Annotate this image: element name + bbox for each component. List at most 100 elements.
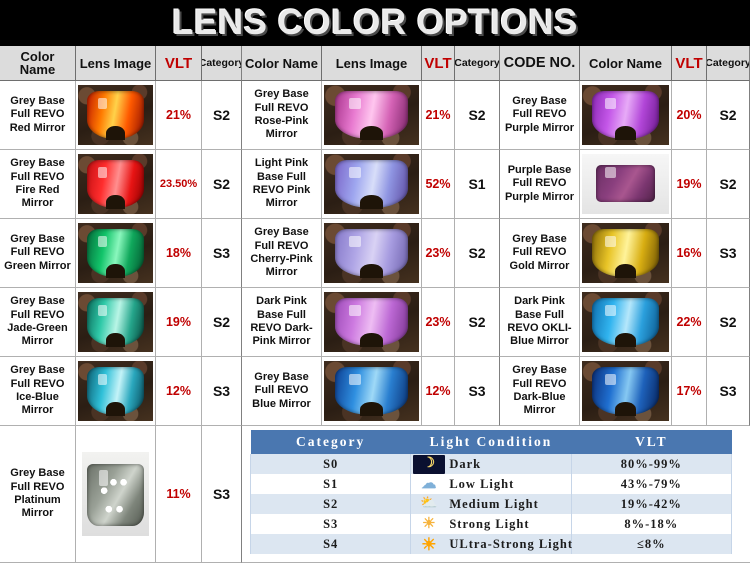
vlt-value-cell: 18% (156, 219, 202, 288)
lens-photo (78, 223, 153, 283)
lens-glint (97, 305, 108, 316)
lens-image-cell (580, 357, 672, 426)
condition-inner: ☀ Strong Light (413, 515, 570, 534)
vlt-value-cell: 20% (672, 81, 707, 150)
lens-photo (81, 452, 150, 536)
legend-vlt-cell: 80%-99% (570, 454, 733, 474)
lens-glint (348, 236, 362, 247)
lens-name-cell: Grey Base Full REVO Ice-Blue Mirror (0, 357, 76, 426)
column-header-group2-3: Category (455, 46, 500, 81)
vlt-value-cell: 52% (422, 150, 455, 219)
condition-inner: ☁ Low Light (413, 475, 570, 494)
category-value-cell: S2 (707, 288, 750, 357)
vlt-value-cell: 12% (422, 357, 455, 426)
lens-shape (87, 160, 144, 209)
lens-shape (335, 160, 408, 209)
lens-photo (582, 154, 669, 214)
column-header-group2-1: Lens Image (322, 46, 422, 81)
column-header-group1-1: Lens Image (76, 46, 156, 81)
condition-inner: ☽ Dark (413, 454, 570, 474)
legend-condition-label: ULtra-Strong Light (449, 536, 574, 551)
lens-name-cell: Grey Base Full REVO Gold Mirror (500, 219, 580, 288)
lens-image-cell (580, 81, 672, 150)
legend-condition-cell: ⛅ Medium Light (410, 494, 572, 514)
lens-photo (582, 361, 669, 421)
lens-glint (604, 374, 616, 385)
legend-vlt-cell: 43%-79% (570, 474, 733, 494)
category-value-cell: S2 (707, 150, 750, 219)
legend-row: S0 ☽ Dark 80%-99% (249, 454, 733, 474)
lens-shape (592, 91, 659, 140)
lens-image-cell (322, 288, 422, 357)
column-header-group3-1: Color Name (580, 46, 672, 81)
category-legend-block: Category Light Condition VLT S0 ☽ Dark 80%-99%… (242, 426, 750, 563)
lens-photo (324, 223, 419, 283)
lens-name-cell: Grey Base Full REVO Blue Mirror (242, 357, 322, 426)
legend-category-cell: S4 (249, 534, 412, 554)
category-value-cell: S3 (202, 219, 242, 288)
lens-glint (604, 98, 616, 109)
vlt-value-cell: 19% (156, 288, 202, 357)
lens-name-cell: Light Pink Base Full REVO Pink Mirror (242, 150, 322, 219)
lens-photo (582, 85, 669, 145)
vlt-value-cell: 16% (672, 219, 707, 288)
category-value-cell: S2 (455, 81, 500, 150)
bright-sun-icon: ☀ (421, 534, 438, 554)
category-value-cell: S1 (455, 150, 500, 219)
page-title: LENS COLOR OPTIONS (172, 3, 578, 42)
legend-vlt-cell: 19%-42% (570, 494, 733, 514)
legend-header-1: Light Condition (410, 430, 572, 454)
lens-image-cell (580, 219, 672, 288)
legend-category-cell: S0 (249, 454, 412, 474)
platinum-vlt-cell: 11% (156, 426, 202, 563)
cloud-icon: ☁ (421, 475, 438, 492)
lens-image-cell (76, 219, 156, 288)
lens-image-cell (76, 81, 156, 150)
lens-name-cell: Grey Base Full REVO Rose-Pink Mirror (242, 81, 322, 150)
lens-photo (78, 361, 153, 421)
vlt-value-cell: 23.50% (156, 150, 202, 219)
legend-category-cell: S3 (249, 514, 412, 534)
lens-shape (87, 298, 144, 347)
lens-photo (78, 292, 153, 352)
category-value-cell: S2 (707, 81, 750, 150)
lens-name-cell: Grey Base Full REVO Dark-Blue Mirror (500, 357, 580, 426)
lens-photo (324, 361, 419, 421)
lens-shape (335, 91, 408, 140)
title-banner: LENS COLOR OPTIONS (0, 0, 750, 46)
vlt-value-cell: 23% (422, 288, 455, 357)
legend-category-cell: S1 (249, 474, 412, 494)
lens-image-cell (580, 150, 672, 219)
sun-behind-cloud-icon: ⛅ (420, 496, 439, 511)
platinum-image-cell (76, 426, 156, 563)
mount-dots (81, 452, 150, 536)
category-value-cell: S3 (455, 357, 500, 426)
lens-glint (348, 305, 362, 316)
column-header-group2-2: VLT (422, 46, 455, 81)
lens-image-cell (322, 357, 422, 426)
lens-glint (348, 167, 362, 178)
legend-condition-cell: ☽ Dark (410, 454, 572, 474)
lens-shape (592, 367, 659, 416)
category-value-cell: S2 (455, 219, 500, 288)
lens-image-cell (322, 219, 422, 288)
lens-glint (348, 374, 362, 385)
category-value-cell: S3 (707, 357, 750, 426)
lens-name-cell: Purple Base Full REVO Purple Mirror (500, 150, 580, 219)
legend-vlt-cell: ≤8% (570, 534, 733, 554)
category-value-cell: S2 (202, 150, 242, 219)
lens-glint (348, 98, 362, 109)
legend-header-0: Category (250, 430, 411, 454)
lens-photo (324, 154, 419, 214)
lens-name-cell: Grey Base Full REVO Fire Red Mirror (0, 150, 76, 219)
platinum-name-cell: Grey Base Full REVO Platinum Mirror (0, 426, 76, 563)
vlt-value-cell: 23% (422, 219, 455, 288)
column-header-group3-2: VLT (672, 46, 707, 81)
category-legend-table: Category Light Condition VLT S0 ☽ Dark 80%-99%… (249, 430, 733, 554)
legend-row: S4 ☀ ULtra-Strong Light ≤8% (249, 534, 733, 554)
lens-shape (87, 91, 144, 140)
category-value-cell: S3 (707, 219, 750, 288)
legend-condition-cell: ☀ ULtra-Strong Light (410, 534, 574, 554)
